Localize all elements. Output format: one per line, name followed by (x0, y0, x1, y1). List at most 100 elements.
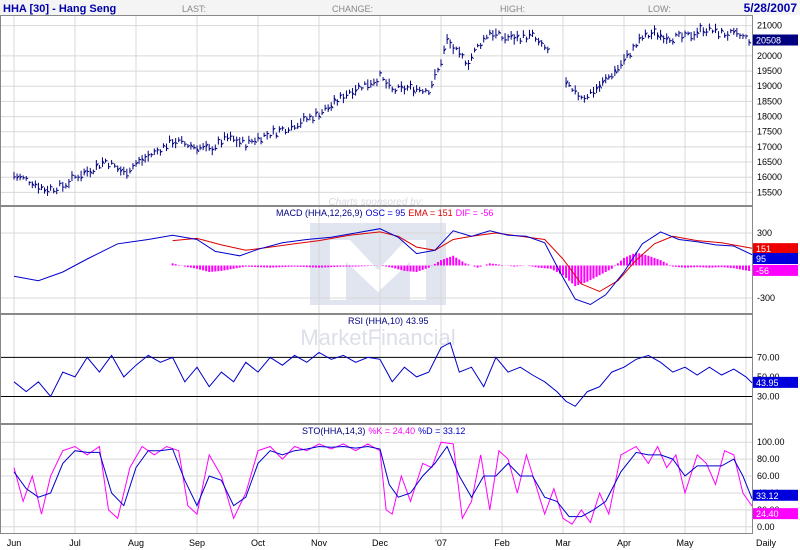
price-bar-tick (312, 119, 316, 122)
price-bar-tick (581, 96, 584, 98)
price-bar-tick (608, 75, 612, 79)
price-bar-tick (541, 41, 544, 45)
price-bar-tick (202, 145, 206, 148)
price-y-tick: 20000 (757, 51, 782, 61)
price-bar-tick (721, 29, 724, 32)
sto-d-badge: 33.12 (756, 491, 779, 501)
symbol-title: HHA [30] - Hang Seng (3, 3, 116, 15)
sto-y-tick: 80.00 (757, 454, 780, 464)
price-bar-tick (87, 170, 90, 173)
price-bar-tick (166, 147, 169, 150)
price-bar-tick (657, 34, 660, 39)
price-y-tick: 18500 (757, 96, 782, 106)
price-bar-tick (510, 34, 514, 38)
rsi-value-label: 43.95 (406, 316, 429, 326)
price-bar-tick (513, 36, 517, 40)
header-bar (0, 0, 800, 15)
price-bar-tick (160, 150, 163, 153)
price-bar-tick (449, 41, 453, 44)
price-bar-tick (80, 176, 84, 180)
price-bar-tick (44, 188, 47, 193)
price-bar-tick (422, 91, 425, 93)
price-bar-tick (95, 163, 99, 167)
price-bar-tick (355, 88, 358, 92)
price-bar-tick (260, 140, 264, 143)
price-bar-tick (431, 83, 435, 87)
price-chart: 15500 16000 16500 17000 17500 18000 18500 19000… (1, 16, 798, 205)
price-bar-tick (227, 137, 230, 140)
price-bar-tick (574, 90, 578, 93)
sto-y-tick: 60.00 (757, 471, 780, 481)
price-bar-tick (16, 175, 20, 179)
macd-dif-badge: -56 (756, 266, 769, 276)
price-bar-tick (333, 97, 337, 102)
x-tick-label: Feb (494, 538, 510, 548)
price-bar-tick (498, 31, 502, 34)
macd-dif-badge-bg (753, 264, 798, 276)
price-bar-tick (340, 94, 343, 97)
price-bar-tick (327, 106, 331, 111)
macd-osc-badge: 95 (756, 254, 766, 264)
x-tick-label: Jun (7, 538, 22, 548)
price-bar-tick (254, 140, 258, 143)
price-bar-tick (669, 39, 672, 42)
price-bar-tick (315, 111, 319, 115)
price-bar-tick (324, 107, 328, 110)
price-bar-tick (370, 83, 374, 86)
price-bar-tick (663, 37, 666, 40)
price-bar-tick (547, 48, 551, 51)
x-axis: Jun Jul Aug Sep Oct Nov Dec '07 Feb Mar Apr May (7, 538, 694, 548)
rsi-value-badge: 43.95 (756, 378, 779, 388)
period-label: Daily (756, 538, 777, 548)
price-bar-tick (620, 63, 624, 67)
price-bar-tick (239, 142, 243, 145)
x-tick-label: Aug (128, 538, 144, 548)
price-bar-tick (190, 143, 194, 148)
price-bar-tick (602, 79, 606, 84)
price-bar-tick (248, 139, 252, 143)
macd-title-text: MACD (HHA,12,26,9) (276, 208, 363, 218)
price-bar-tick (565, 80, 569, 86)
price-bar-tick (19, 175, 23, 179)
price-y-tick: 16500 (757, 157, 782, 167)
price-y-tick: 19500 (757, 66, 782, 76)
price-bar-tick (358, 84, 362, 88)
price-bar-tick (523, 34, 526, 36)
price-bar-tick (349, 91, 352, 93)
high-label: HIGH: (500, 4, 525, 14)
price-bar-tick (337, 100, 340, 103)
rsi-y-tick: 70.00 (757, 352, 780, 362)
price-bar-tick (141, 157, 145, 162)
price-bar-tick (303, 115, 307, 119)
price-y-tick: 19000 (757, 81, 782, 91)
price-bar-tick (623, 58, 627, 62)
price-bar-tick (709, 27, 712, 29)
price-bar-tick (516, 34, 520, 38)
price-bar-tick (23, 177, 26, 179)
price-bar-tick (135, 161, 139, 165)
price-bar-tick (285, 131, 288, 134)
price-bar-tick (593, 92, 596, 95)
sponsor-text: Charts sponsored by: (328, 197, 423, 208)
price-bar-tick (291, 125, 294, 128)
price-bar-tick (733, 29, 737, 34)
price-y-tick: 21000 (757, 21, 782, 31)
rsi-value-badge-bg (753, 376, 798, 388)
price-bar-tick (629, 54, 633, 58)
price-bar-tick (428, 92, 432, 95)
price-bar-tick (672, 40, 676, 44)
price-bar-tick (83, 170, 87, 174)
price-bar-tick (748, 41, 752, 44)
price-bar-tick (635, 44, 639, 48)
x-tick-label: Sep (189, 538, 205, 548)
sto-k-label: %K = 24.40 (368, 426, 415, 436)
price-bar-tick (437, 68, 441, 71)
price-bar-tick (480, 44, 483, 47)
price-bar-tick (215, 147, 218, 150)
sto-y-tick: 100.00 (757, 437, 785, 447)
price-bar-tick (599, 83, 603, 89)
macd-osc-label: OSC = 95 (366, 208, 406, 218)
macd-title: MACD (HHA,12,26,9) OSC = 95 EMA = 151 DIF =… (276, 208, 493, 218)
